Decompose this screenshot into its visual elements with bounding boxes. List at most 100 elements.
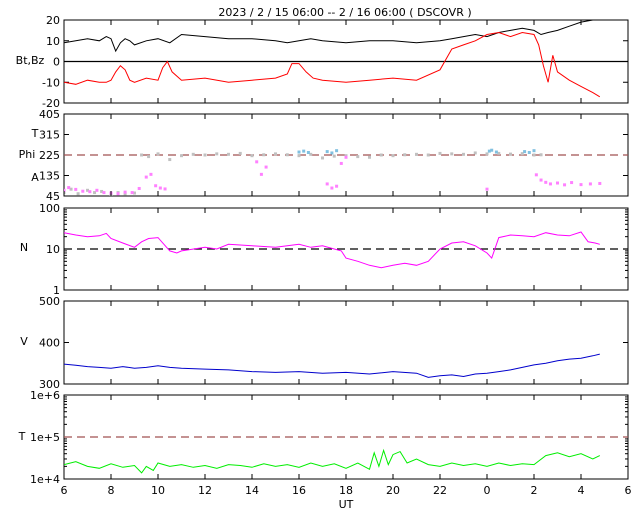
data-point-blue: [297, 150, 301, 154]
data-point-gray: [203, 153, 207, 157]
y-tick-label: 225: [39, 149, 60, 162]
data-point-pink: [335, 184, 339, 188]
data-point-pink: [149, 172, 153, 176]
data-point-pink: [534, 173, 538, 177]
panel-y-label: N: [20, 241, 28, 254]
data-point-gray: [147, 155, 151, 159]
chart-title: 2023 / 2 / 15 06:00 -- 2 / 16 06:00 ( DS…: [218, 6, 471, 19]
data-point-gray: [262, 153, 266, 157]
data-point-pink: [330, 186, 334, 190]
series-line-Bt: [64, 20, 600, 53]
x-tick-label: 8: [108, 484, 115, 497]
data-point-blue: [330, 151, 334, 155]
data-point-gray: [93, 191, 97, 195]
data-point-pink: [344, 155, 348, 159]
data-point-pink: [158, 186, 162, 190]
data-point-pink: [144, 175, 148, 179]
data-point-pink: [102, 191, 106, 195]
data-point-gray: [215, 152, 219, 156]
x-tick-label: 6: [625, 484, 632, 497]
data-point-blue: [306, 150, 310, 154]
data-point-gray: [227, 152, 230, 156]
data-point-pink: [123, 190, 127, 194]
x-tick-label: 12: [198, 484, 212, 497]
x-tick-label: 18: [339, 484, 353, 497]
data-point-gray: [76, 192, 80, 196]
data-point-gray: [391, 154, 395, 158]
data-point-gray: [100, 189, 104, 193]
data-point-pink: [95, 188, 99, 192]
x-tick-label: 10: [151, 484, 165, 497]
data-point-pink: [563, 183, 567, 187]
data-point-gray: [415, 152, 418, 156]
series-group: [64, 353, 600, 378]
data-point-blue: [487, 149, 491, 153]
data-point-gray: [133, 191, 136, 195]
data-point-gray: [379, 153, 383, 157]
data-point-gray: [238, 151, 242, 155]
x-tick-label: 16: [292, 484, 306, 497]
y-tick-label: 100: [39, 202, 60, 215]
series-group: [64, 20, 601, 98]
data-point-gray: [450, 152, 454, 156]
data-point-pink: [88, 190, 92, 194]
y-tick-label: 1: [53, 284, 60, 297]
data-point-gray: [438, 151, 442, 155]
panel-y-label: Bt,Bz: [16, 54, 45, 67]
data-point-pink: [163, 187, 167, 191]
series-group: [64, 231, 600, 269]
data-point-pink: [339, 161, 343, 165]
data-point-pink: [137, 186, 141, 190]
y-tick-label: 20: [46, 14, 60, 27]
data-point-gray: [332, 154, 336, 158]
x-tick-label: 6: [61, 484, 68, 497]
data-point-gray: [140, 153, 144, 157]
data-point-gray: [532, 153, 536, 157]
y-tick-label: 45: [46, 190, 60, 203]
data-point-blue: [302, 149, 306, 153]
data-point-gray: [321, 156, 324, 160]
data-point-blue: [532, 149, 536, 153]
data-point-pink: [548, 182, 552, 186]
y-tick-label: 315: [39, 129, 60, 142]
density-panel: 1 10 100 N: [20, 202, 629, 297]
data-point-gray: [156, 152, 160, 156]
y-tick-label: 10: [46, 35, 60, 48]
y-tick-label: 500: [39, 295, 60, 308]
data-point-gray: [180, 154, 183, 158]
data-point-blue: [527, 150, 531, 154]
data-point-pink: [325, 182, 329, 186]
y-tick-label: 400: [39, 337, 60, 350]
data-point-gray: [473, 151, 477, 155]
data-point-gray: [297, 154, 301, 158]
data-point-gray: [285, 153, 289, 157]
y-tick-label: 0: [53, 56, 60, 69]
data-point-pink: [64, 188, 66, 192]
data-point-pink: [579, 183, 583, 187]
data-point-pink: [130, 191, 134, 195]
data-point-blue: [335, 149, 339, 153]
y-tick-label: 1e+4: [30, 473, 60, 486]
data-point-blue: [523, 150, 527, 154]
data-point-gray: [539, 153, 543, 157]
data-point-gray: [123, 192, 127, 196]
data-point-gray: [426, 153, 430, 157]
x-tick-label: 14: [245, 484, 259, 497]
data-point-gray: [403, 153, 407, 157]
series-line-Bz: [64, 31, 601, 98]
magnetic-field-panel: -20 -10 0 10 20 Bt,Bz: [16, 14, 629, 110]
data-point-pink: [539, 178, 543, 182]
data-point-gray: [509, 152, 512, 156]
data-point-blue: [494, 150, 498, 154]
speed-panel: 300 400 500 V: [20, 295, 629, 391]
panel-y-label: V: [20, 335, 28, 348]
x-axis: 6 8 10 12 14 16 18 20 22 0 2 4 6: [61, 484, 632, 497]
data-point-gray: [250, 154, 254, 158]
data-point-pink: [74, 187, 78, 191]
x-tick-label: 4: [578, 484, 585, 497]
data-point-gray: [368, 155, 371, 159]
data-point-pink: [81, 189, 85, 193]
data-point-gray: [274, 152, 277, 156]
